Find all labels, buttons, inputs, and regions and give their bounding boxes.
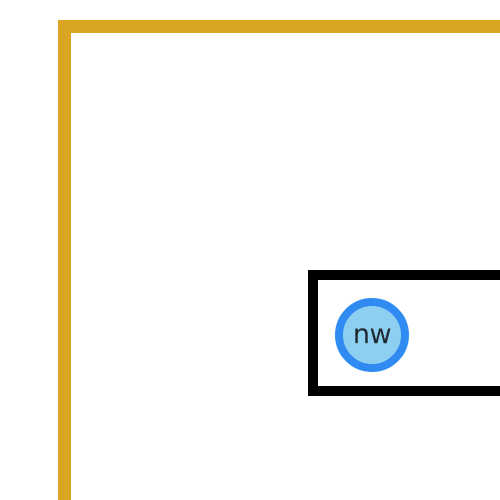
anchor-label: nw — [352, 318, 392, 350]
outer-frame — [58, 20, 500, 500]
nw-anchor-handle[interactable]: nw — [335, 298, 409, 372]
